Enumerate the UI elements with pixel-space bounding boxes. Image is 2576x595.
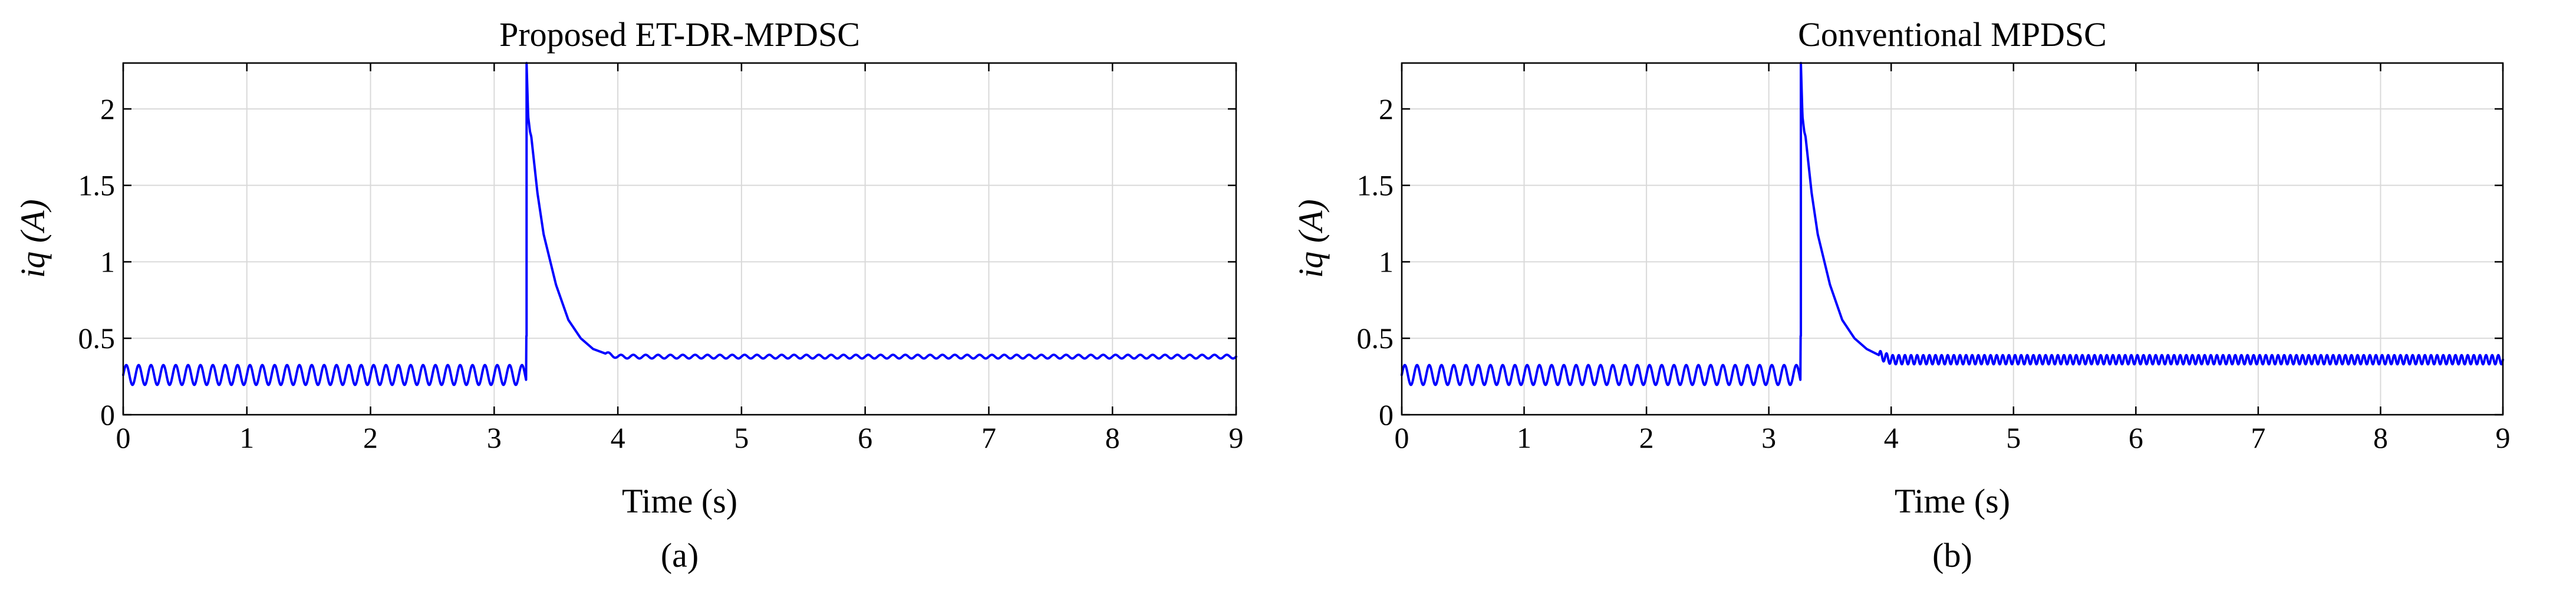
x-tick-label-a-8: 8 <box>1105 421 1120 454</box>
plot-title-b: Conventional MPDSC <box>1798 15 2107 54</box>
x-tick-label-a-5: 5 <box>734 421 749 454</box>
x-tick-label-b-0: 0 <box>1395 421 1409 454</box>
series-line-b-0 <box>1401 62 2504 386</box>
x-tick-label-a-2: 2 <box>363 421 378 454</box>
plot-frame-b <box>1401 62 2504 416</box>
x-axis-label-a: Time (s) <box>622 482 737 520</box>
series-line-a-0 <box>122 62 1237 386</box>
y-tick-label-a-1: 0.5 <box>78 322 116 355</box>
tick-marks-b <box>1401 63 2504 416</box>
x-tick-label-a-0: 0 <box>116 421 131 454</box>
panel-caption-a: (a) <box>661 536 699 574</box>
panel-caption-b: (b) <box>1932 536 1972 574</box>
x-tick-label-a-1: 1 <box>239 421 254 454</box>
x-tick-label-b-9: 9 <box>2496 421 2511 454</box>
y-tick-label-b-1: 0.5 <box>1357 322 1394 355</box>
y-tick-label-b-2: 1 <box>1379 245 1394 278</box>
x-tick-labels-a: 0 1 2 3 4 5 6 7 8 9 <box>116 421 1244 454</box>
x-tick-label-b-1: 1 <box>1517 421 1531 454</box>
y-tick-label-b-3: 1.5 <box>1357 169 1394 202</box>
x-tick-label-b-8: 8 <box>2373 421 2388 454</box>
tick-marks-a <box>122 63 1237 416</box>
x-tick-label-b-6: 6 <box>2129 421 2143 454</box>
x-tick-label-a-9: 9 <box>1229 421 1244 454</box>
y-tick-labels-b: 0 0.5 1 1.5 2 <box>1357 92 1394 431</box>
x-tick-label-b-4: 4 <box>1884 421 1899 454</box>
y-tick-label-b-4: 2 <box>1379 92 1394 125</box>
y-tick-label-a-3: 1.5 <box>78 169 116 202</box>
x-tick-label-a-4: 4 <box>611 421 625 454</box>
y-axis-label-a: iq (A) <box>14 199 52 278</box>
plot-title-a: Proposed ET-DR-MPDSC <box>499 15 860 54</box>
x-tick-label-a-6: 6 <box>858 421 872 454</box>
y-tick-labels-a: 0 0.5 1 1.5 2 <box>78 92 116 431</box>
plot-frame-a <box>122 62 1237 416</box>
series-a <box>122 62 1237 386</box>
x-tick-label-a-3: 3 <box>487 421 502 454</box>
grid-a <box>123 63 1237 415</box>
panel-a: Proposed ET-DR-MPDSC 0 1 2 3 4 5 6 7 8 9 0 0.5 1 1.5… <box>14 15 1244 574</box>
y-tick-label-a-2: 1 <box>100 245 115 278</box>
series-b <box>1401 62 2504 386</box>
y-axis-label-b: iq (A) <box>1292 199 1330 278</box>
y-tick-label-a-0: 0 <box>100 398 115 431</box>
x-tick-label-b-2: 2 <box>1639 421 1654 454</box>
x-tick-labels-b: 0 1 2 3 4 5 6 7 8 9 <box>1395 421 2511 454</box>
y-tick-label-a-4: 2 <box>100 92 115 125</box>
x-tick-label-a-7: 7 <box>981 421 996 454</box>
x-tick-label-b-7: 7 <box>2251 421 2265 454</box>
x-tick-label-b-3: 3 <box>1761 421 1776 454</box>
x-axis-label-b: Time (s) <box>1895 482 2010 520</box>
y-tick-label-b-0: 0 <box>1379 398 1394 431</box>
x-tick-label-b-5: 5 <box>2006 421 2021 454</box>
